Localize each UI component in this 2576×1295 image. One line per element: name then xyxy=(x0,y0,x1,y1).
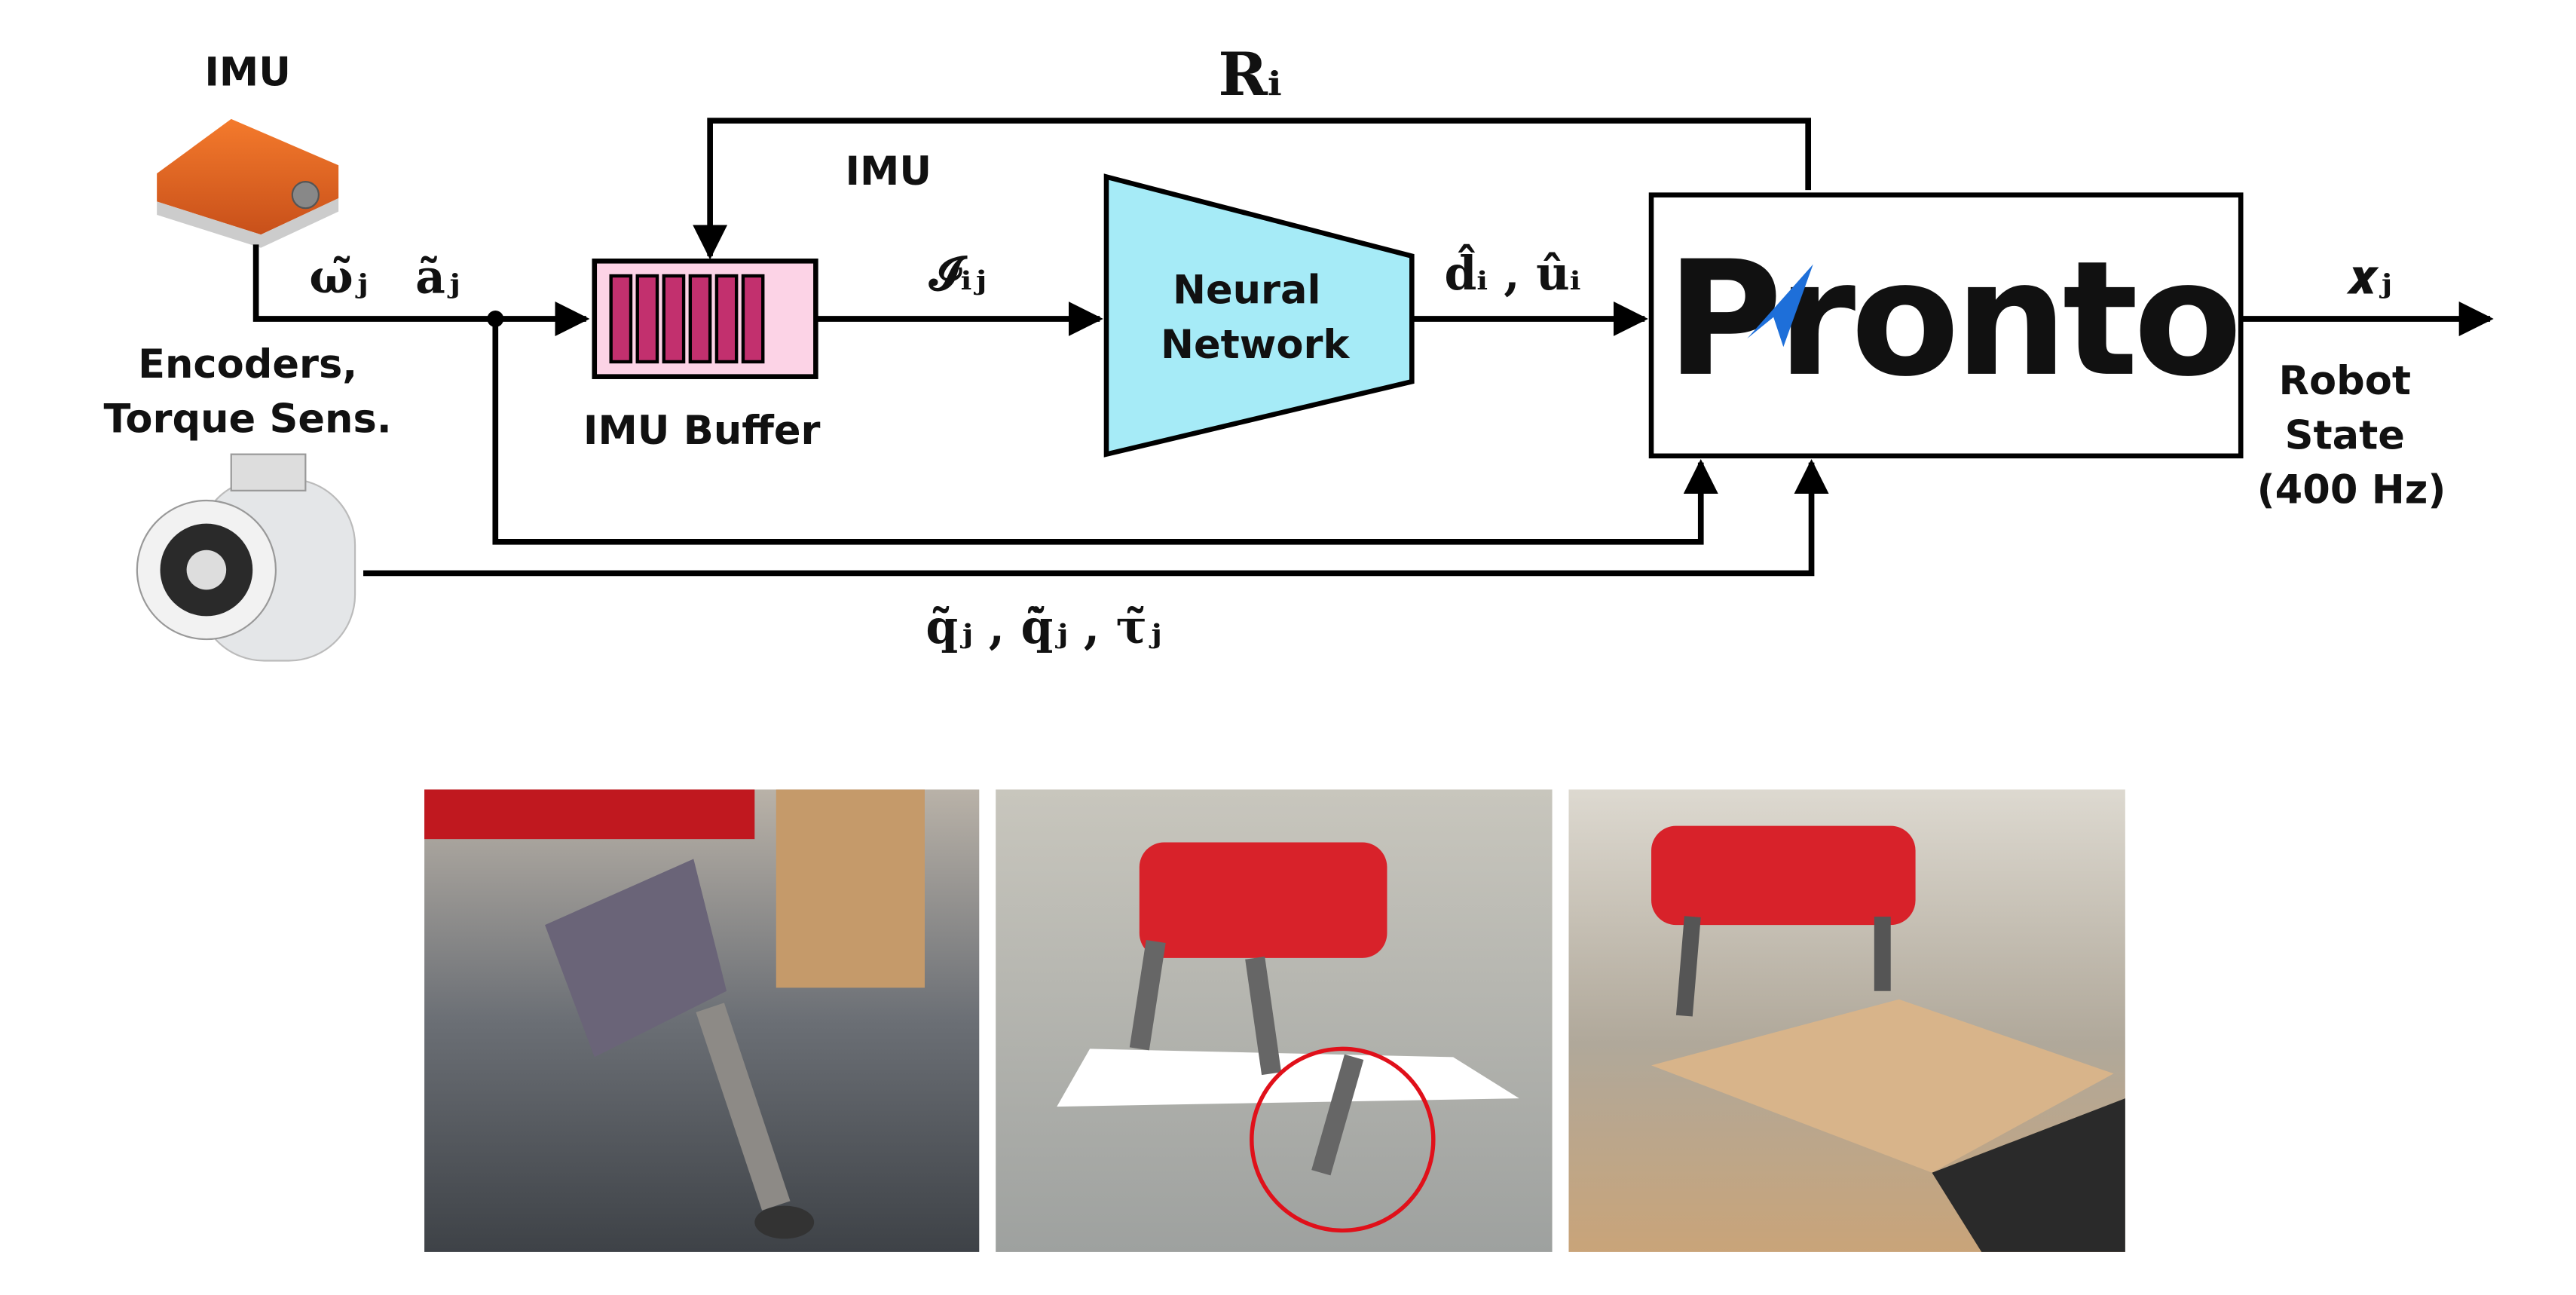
encoders-label: Torque Sens. xyxy=(104,396,392,442)
neural-network xyxy=(1103,173,1415,458)
encoders-label: Encoders, xyxy=(138,341,357,387)
imu-to-pronto-arrow xyxy=(492,318,1718,545)
nn-label: Network xyxy=(1161,322,1350,368)
state-label: Robot xyxy=(2278,358,2411,404)
imu-feedback-label: IMU xyxy=(845,148,932,194)
imu-label: IMU xyxy=(204,49,291,95)
gyro-label: ω̃ⱼ xyxy=(309,250,368,305)
state-label: (400 Hz) xyxy=(2257,467,2446,513)
accel-label: ãⱼ xyxy=(415,250,460,305)
buffer-output-label: 𝓘ᵢⱼ xyxy=(929,246,986,301)
nn-output-label: d̂ᵢ , ûᵢ xyxy=(1445,243,1581,301)
photo-ramp xyxy=(1568,789,2125,1252)
photo-slip-test xyxy=(996,789,1553,1252)
compass-icon xyxy=(1747,264,1813,347)
output-label: 𝒙ⱼ xyxy=(2346,250,2392,305)
buffer-cells xyxy=(609,274,765,364)
pronto-logo: Pronto xyxy=(1666,227,2238,412)
state-label: State xyxy=(2285,412,2405,458)
pronto-box xyxy=(1648,192,2244,459)
imu-device-icon xyxy=(157,118,339,248)
nn-label: Neural xyxy=(1173,268,1321,314)
imu-arrow xyxy=(252,244,590,336)
motor-icon xyxy=(136,453,356,662)
joint-signals-label: q̃ⱼ , q̃̇ⱼ , τ̃ⱼ xyxy=(925,600,1161,654)
photo-foot-closeup xyxy=(424,789,980,1252)
imu-buffer-label: IMU Buffer xyxy=(583,408,821,454)
feedback-arrow xyxy=(693,118,1812,260)
feedback-label: Rᵢ xyxy=(1218,39,1281,109)
joint-arrow xyxy=(363,459,1829,577)
